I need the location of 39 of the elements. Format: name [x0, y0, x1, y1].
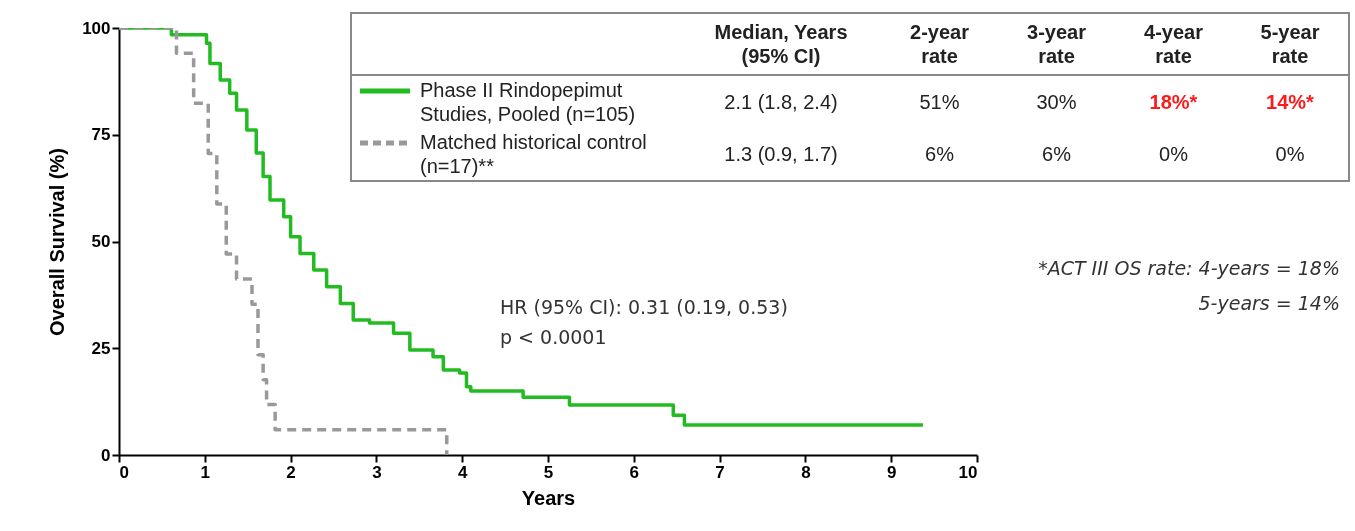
- annotation: 1.3 (0.9, 1.7): [723, 142, 839, 167]
- y-tick-label: 100: [82, 18, 111, 38]
- y-tick-label: 0: [101, 445, 111, 465]
- legend-label: Phase II Rindopepimut Studies, Pooled (n=105): [420, 78, 637, 126]
- y-axis-title: Overall Survival (%): [46, 148, 69, 336]
- x-tick-label: 7: [715, 462, 725, 482]
- x-tick-label: 2: [286, 462, 296, 482]
- annotation: 2.1 (1.8, 2.4): [723, 90, 839, 115]
- annotation: 2-year rate: [909, 20, 970, 68]
- x-tick-label: 6: [629, 462, 640, 482]
- annotation: 51%: [918, 90, 961, 115]
- text: 0%: [1159, 143, 1188, 165]
- text: *ACT III OS rate: 4-years = 18%: [1038, 257, 1340, 279]
- annotation: 6%: [924, 142, 955, 167]
- text: 5-years = 14%: [1198, 292, 1340, 314]
- text: 0%: [1275, 143, 1305, 165]
- annotation: p < 0.0001: [500, 326, 607, 348]
- text: 18%*: [1149, 91, 1198, 113]
- annotation: HR (95% CI): 0.31 (0.19, 0.53): [500, 296, 788, 318]
- annotation: Median, Years (95% CI): [713, 20, 849, 68]
- x-tick-label: 5: [543, 462, 554, 482]
- x-tick-label: 1: [200, 462, 211, 482]
- x-tick-label: 9: [886, 462, 897, 482]
- y-tick-label: 75: [91, 125, 111, 145]
- text: 3-year rate: [1027, 21, 1086, 67]
- y-tick-label: 25: [91, 338, 111, 358]
- x-tick-label: 3: [372, 462, 382, 482]
- x-tick-label: 10: [958, 462, 978, 482]
- legend-label: Matched historical control (n=17)**: [420, 130, 648, 178]
- y-tick-label: 50: [91, 232, 111, 251]
- text: 6%: [1042, 143, 1071, 165]
- text: 14%*: [1266, 91, 1314, 113]
- text: 30%: [1036, 91, 1077, 113]
- text: 5-year rate: [1260, 21, 1320, 67]
- x-axis-title: Years: [521, 486, 576, 509]
- x-tick-label: 8: [801, 462, 811, 482]
- x-tick-label: 4: [457, 462, 468, 482]
- x-tick-label: 0: [119, 462, 129, 482]
- text: 4-year rate: [1144, 21, 1203, 67]
